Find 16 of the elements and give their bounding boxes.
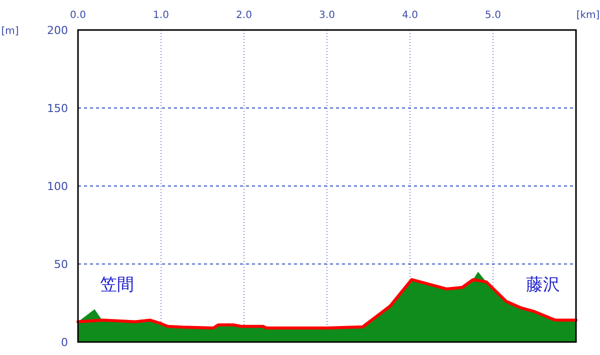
y-tick-label: 100 (47, 180, 68, 193)
y-tick-label: 200 (47, 24, 68, 37)
line-series (76, 278, 578, 330)
annotation: 藤沢 (526, 275, 560, 295)
x-axis-title: [km] (576, 10, 600, 21)
x-tick-label: 4.0 (402, 10, 418, 21)
y-axis-title: [m] (1, 26, 19, 37)
y-tick-label: 150 (47, 102, 68, 115)
y-tick-label: 50 (54, 258, 68, 271)
y-tick-label: 0 (61, 336, 68, 349)
x-tick-label: 5.0 (485, 10, 501, 21)
x-tick-label: 3.0 (319, 10, 335, 21)
x-tick-label: 2.0 (236, 10, 252, 21)
annotation: 笠間 (100, 275, 134, 295)
x-tick-label: 0.0 (70, 10, 86, 21)
x-tick-label: 1.0 (153, 10, 169, 21)
